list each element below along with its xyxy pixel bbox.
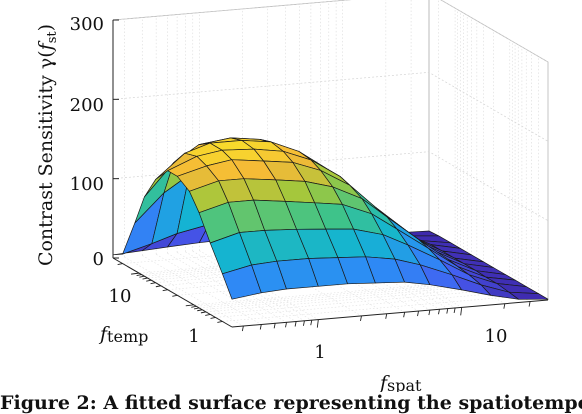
z-gridline [112,71,549,142]
z-tick-label: 200 [70,95,104,116]
axes-layer [112,19,549,332]
z-tick-label: 100 [70,174,104,195]
x-tick [310,320,313,326]
x-tick [294,321,297,327]
x-tick-label: 1 [314,342,325,363]
x-axis-label: fspat [378,372,422,392]
x-tick [438,309,440,315]
y-tick [210,317,216,319]
surface-layer [112,137,549,300]
y-tick [139,275,145,278]
y-tick [146,279,152,282]
x-tick [302,320,305,326]
y-tick [162,289,168,292]
y-tick [185,304,194,307]
y-tick [191,305,197,308]
y-gridline-floor [222,294,539,322]
y-tick [117,263,123,266]
x-tick-label: 10 [485,326,508,347]
surface-chart: 300 200 100 0 10 1 1 10 Contrast Sensiti… [35,0,549,392]
x-tick [241,325,244,332]
y-tick-label: 1 [188,326,199,347]
x-tick [446,308,449,314]
y-tick [172,294,178,297]
y-tick [200,311,206,314]
y-tick [217,320,223,323]
x-tick [503,303,506,309]
y-tick [150,282,156,285]
x-tick [417,310,419,317]
y-tick [193,307,200,310]
y-gridline-floor [215,290,532,318]
x-tick [316,319,319,328]
y-tick-label: 10 [109,286,132,307]
y-tick [136,274,142,277]
z-gridline [112,0,549,63]
x-tick [273,323,276,329]
figure-caption: Figure 2: A fitted surface representing … [0,392,582,414]
x-tick [360,315,362,322]
y-axis-line [112,257,233,328]
y-tick [205,313,211,316]
surface-patch [508,291,549,300]
x-tick [453,307,456,314]
x-tick [528,301,531,307]
y-axis-label: ftemp [98,323,148,346]
y-tick [155,285,161,288]
x-tick [403,312,406,318]
x-tick [385,313,388,319]
x-tick [259,324,262,330]
x-tick [460,307,463,316]
z-tick-label: 300 [70,14,104,35]
y-tick [142,277,148,280]
x-axis-line [231,299,549,328]
y-tick [131,272,140,275]
z-tick-label: 0 [93,249,104,270]
x-tick [285,322,287,328]
y-tick [197,309,203,312]
x-tick [428,310,431,316]
z-axis-label: Contrast Sensitivity γ(fst) [35,24,60,266]
